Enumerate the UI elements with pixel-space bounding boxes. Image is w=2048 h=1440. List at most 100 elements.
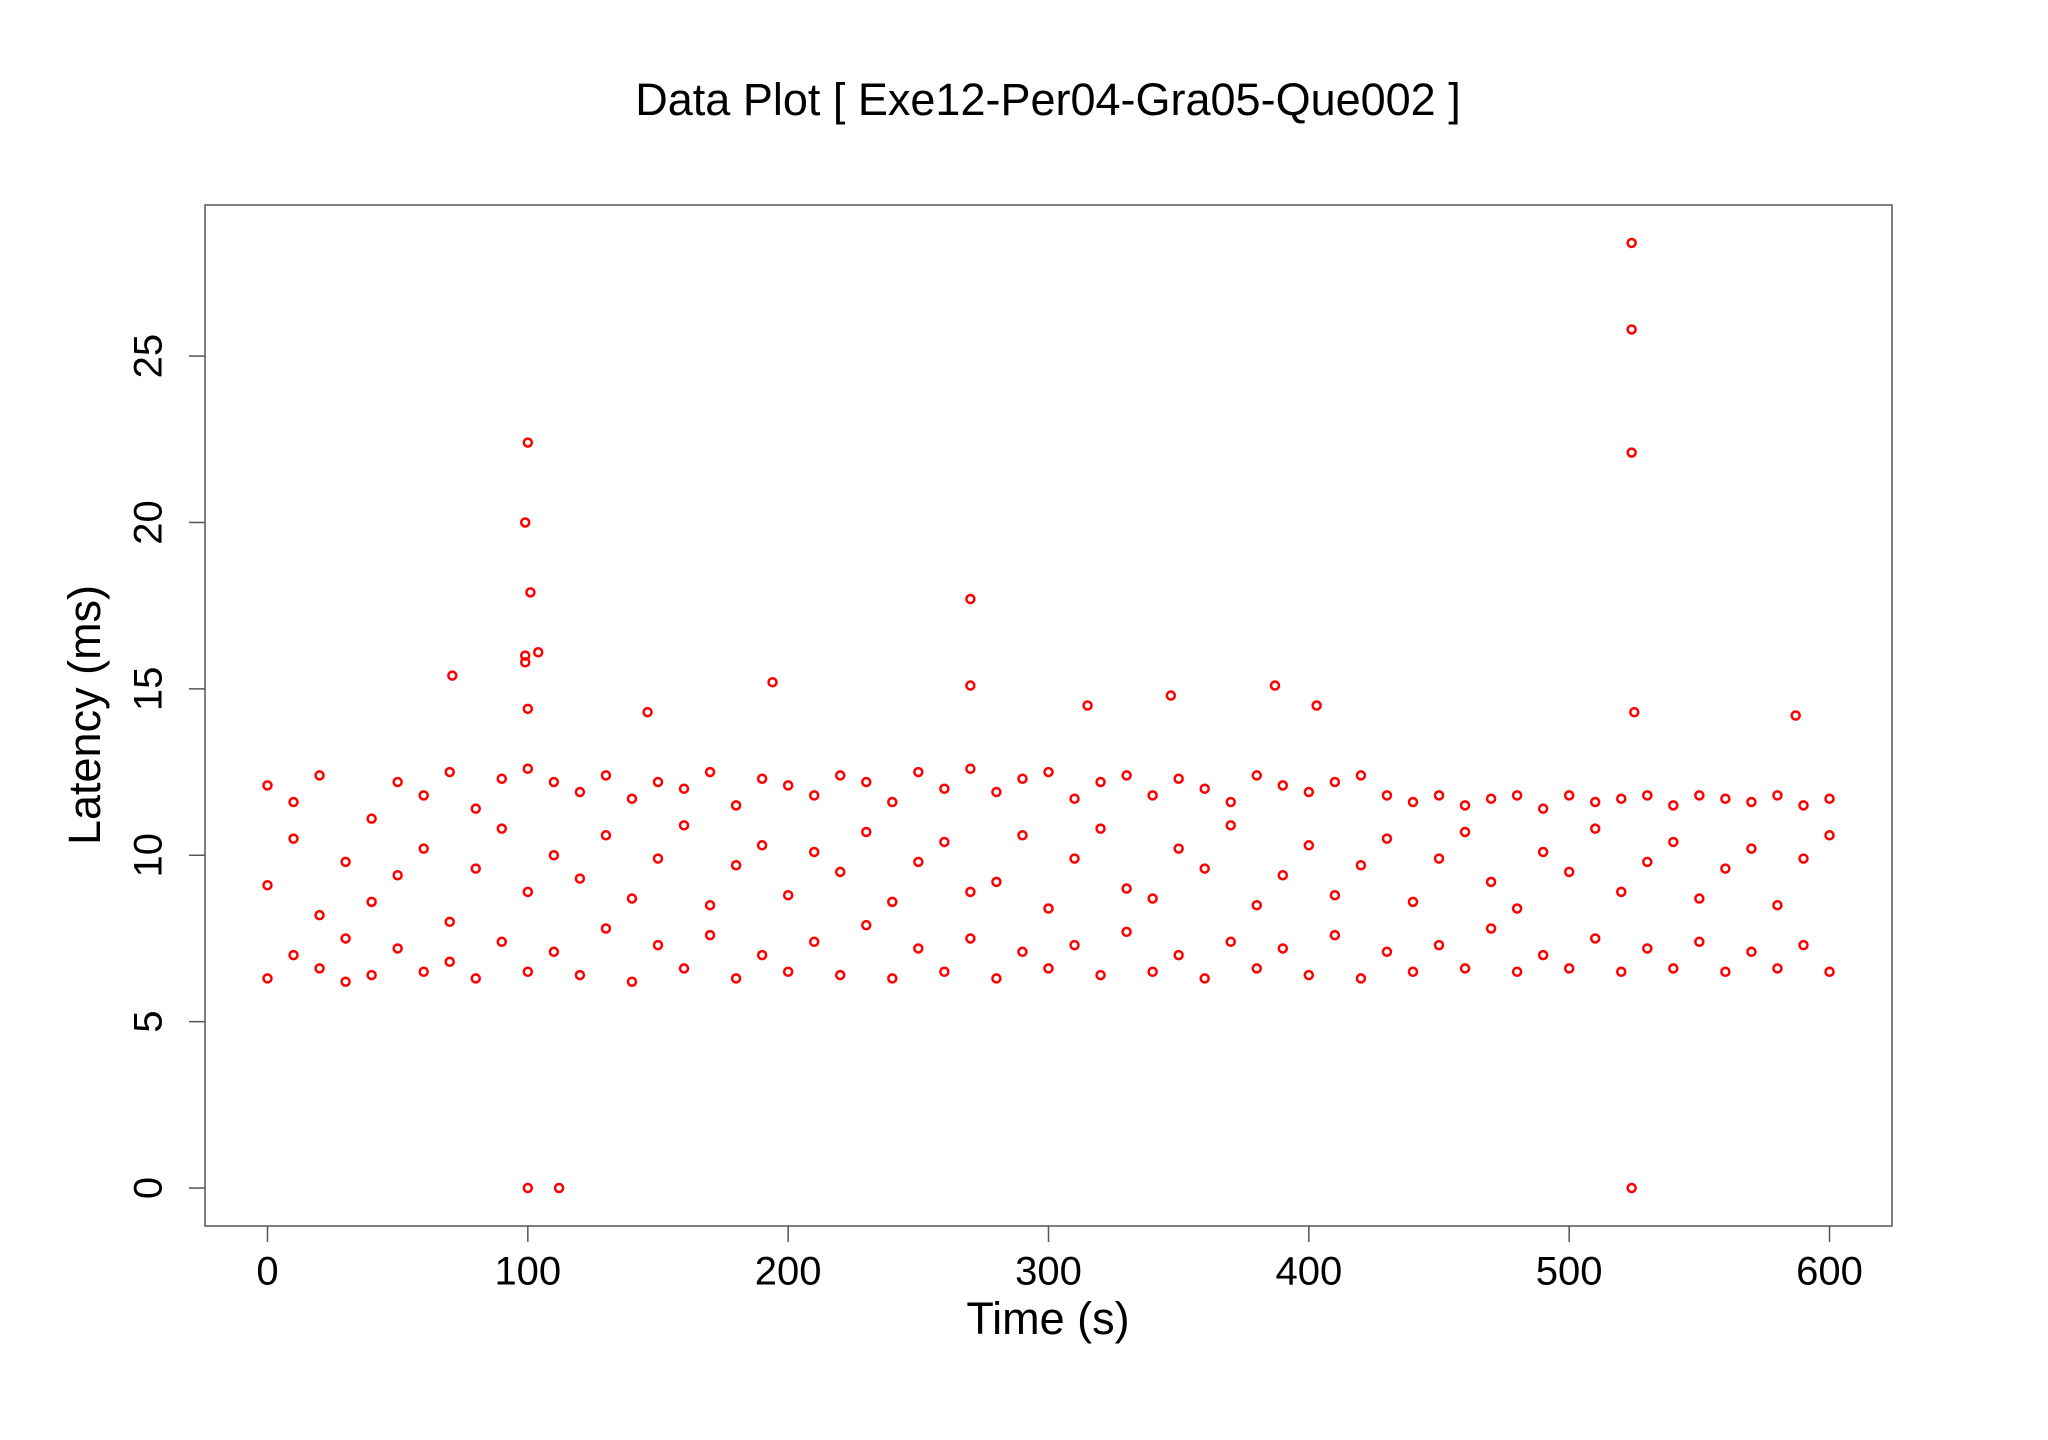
point (1772, 899, 1783, 911)
point (392, 869, 403, 881)
point (1407, 966, 1419, 977)
point (1303, 786, 1315, 798)
point (262, 879, 273, 891)
point (1355, 770, 1367, 781)
point (1407, 796, 1419, 808)
point (1095, 776, 1106, 788)
y-tick-label: 10 (127, 833, 171, 878)
point (1694, 893, 1705, 904)
point (1407, 896, 1419, 908)
point (767, 676, 778, 688)
point (532, 647, 544, 658)
point (447, 670, 458, 681)
x-tick-label: 200 (755, 1250, 822, 1294)
point (1277, 943, 1289, 954)
point (652, 853, 664, 864)
point (861, 919, 872, 931)
point (519, 650, 531, 661)
point (340, 976, 351, 987)
point (1720, 966, 1731, 977)
point (366, 896, 377, 908)
y-axis-label: Latency (ms) (59, 585, 110, 845)
point (1173, 843, 1184, 854)
point (834, 969, 846, 981)
point (965, 763, 976, 774)
point (600, 923, 612, 934)
point (340, 856, 351, 868)
chart-title: Data Plot [ Exe12-Per04-Gra05-Que002 ] (635, 74, 1460, 125)
point (522, 763, 534, 774)
point (1772, 790, 1783, 801)
point (1199, 973, 1210, 984)
point (1485, 923, 1497, 934)
point (1746, 843, 1757, 854)
point (1615, 793, 1627, 804)
point (1303, 840, 1315, 851)
point (1459, 826, 1471, 838)
point (1626, 447, 1637, 458)
y-tick-label: 0 (127, 1177, 171, 1199)
point (519, 657, 531, 668)
point (1225, 796, 1236, 808)
point (1746, 796, 1757, 808)
point (522, 703, 534, 715)
point (913, 766, 924, 778)
point (1199, 863, 1210, 874)
point (340, 933, 351, 944)
point (642, 706, 653, 718)
point (1563, 963, 1575, 974)
point (887, 796, 898, 808)
point (1642, 790, 1653, 801)
point (574, 969, 586, 981)
point (1069, 793, 1080, 804)
point (834, 770, 846, 781)
point (1798, 800, 1809, 811)
point (288, 796, 299, 808)
point (965, 593, 976, 605)
x-tick-label: 0 (256, 1250, 278, 1294)
point (704, 929, 716, 941)
y-tick-label: 20 (127, 500, 171, 545)
point (444, 956, 455, 968)
y-tick-label: 5 (127, 1011, 171, 1033)
point (730, 973, 742, 984)
point (1251, 770, 1263, 781)
point (1720, 863, 1731, 874)
point (1485, 793, 1497, 804)
point (522, 886, 534, 898)
x-tick-label: 300 (1015, 1250, 1082, 1294)
point (782, 889, 794, 901)
point (1433, 853, 1445, 864)
point (1626, 237, 1637, 249)
point (1668, 963, 1679, 974)
point (1668, 836, 1679, 848)
point (314, 909, 325, 921)
point (991, 973, 1002, 984)
point (704, 766, 716, 778)
point (808, 936, 820, 948)
point (965, 933, 976, 944)
point (887, 896, 898, 908)
point (1511, 903, 1523, 914)
point (1381, 833, 1393, 844)
point (574, 873, 586, 884)
point (1355, 860, 1367, 871)
point (1069, 853, 1080, 864)
point (704, 899, 716, 911)
point (1121, 926, 1132, 938)
point (548, 850, 560, 861)
point (1615, 966, 1627, 977)
point (913, 943, 924, 954)
point (1269, 680, 1281, 691)
point (496, 823, 508, 834)
point (1589, 823, 1601, 834)
point (314, 770, 325, 781)
x-axis-label: Time (s) (966, 1293, 1129, 1344)
point (1329, 889, 1341, 901)
point (861, 826, 872, 838)
point (1251, 963, 1263, 974)
point (991, 876, 1002, 888)
point (553, 1182, 565, 1194)
